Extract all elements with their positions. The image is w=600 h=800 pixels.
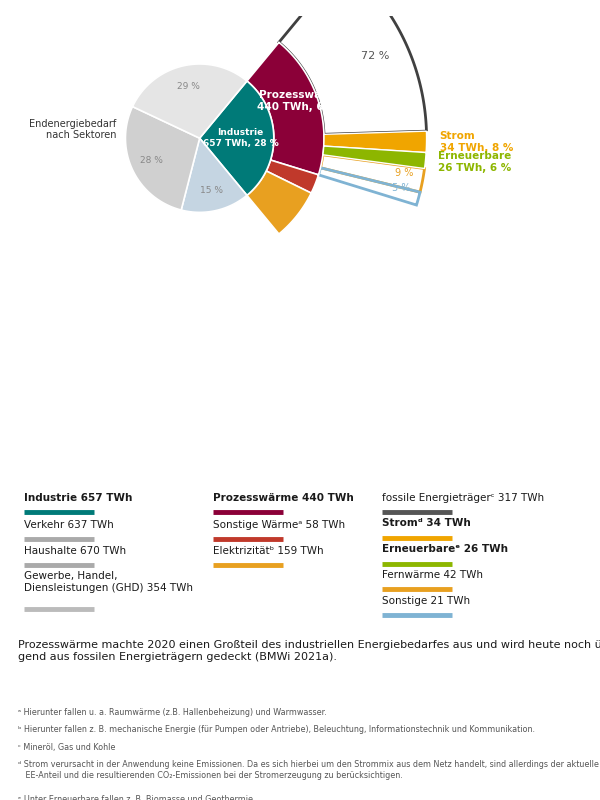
Text: ᵃ Hierunter fallen u. a. Raumwärme (z.B. Hallenbeheizung) und Warmwasser.: ᵃ Hierunter fallen u. a. Raumwärme (z.B.… <box>18 708 327 717</box>
Text: Erneuerbareᵉ 26 TWh: Erneuerbareᵉ 26 TWh <box>382 544 508 554</box>
Text: Sonstige 21 TWh: Sonstige 21 TWh <box>382 596 470 606</box>
Polygon shape <box>125 106 200 210</box>
Text: 9 %: 9 % <box>395 168 414 178</box>
Polygon shape <box>247 42 324 175</box>
Text: Sonstige Wärmeᵃ 58 TWh: Sonstige Wärmeᵃ 58 TWh <box>212 520 345 530</box>
Text: Prozesswärme 440 TWh: Prozesswärme 440 TWh <box>212 493 353 502</box>
Polygon shape <box>323 146 426 169</box>
Text: Verkehr 637 TWh: Verkehr 637 TWh <box>23 520 113 530</box>
Polygon shape <box>266 160 319 193</box>
Text: Gewerbe, Handel,
Diensleistungen (GHD) 354 TWh: Gewerbe, Handel, Diensleistungen (GHD) 3… <box>23 571 193 593</box>
Text: 9 %: 9 % <box>283 170 301 180</box>
Text: 24 %: 24 % <box>265 194 290 205</box>
Text: 29 %: 29 % <box>176 82 199 90</box>
Text: ᵇ Hierunter fallen z. B. mechanische Energie (für Pumpen oder Antriebe), Beleuch: ᵇ Hierunter fallen z. B. mechanische Ene… <box>18 726 535 734</box>
Text: 5 %: 5 % <box>392 182 410 193</box>
Text: fossile Energieträgerᶜ 317 TWh: fossile Energieträgerᶜ 317 TWh <box>382 493 544 502</box>
Text: Elektrizitätᵇ 159 TWh: Elektrizitätᵇ 159 TWh <box>212 546 323 556</box>
Text: Prozesswärme
440 TWh, 67 %: Prozesswärme 440 TWh, 67 % <box>257 90 346 112</box>
Polygon shape <box>200 81 274 195</box>
Text: Industrie 657 TWh: Industrie 657 TWh <box>23 493 132 502</box>
Polygon shape <box>247 171 311 234</box>
Text: Fernwärme 42 TWh: Fernwärme 42 TWh <box>382 570 483 580</box>
Text: Stromᵈ 34 TWh: Stromᵈ 34 TWh <box>382 518 470 529</box>
Polygon shape <box>133 64 247 138</box>
Polygon shape <box>181 138 247 212</box>
Text: 15 %: 15 % <box>200 186 223 195</box>
Text: Strom
34 TWh, 8 %: Strom 34 TWh, 8 % <box>440 131 513 153</box>
Text: Industrie
657 TWh, 28 %: Industrie 657 TWh, 28 % <box>203 129 278 148</box>
Text: 72 %: 72 % <box>361 51 389 62</box>
Text: Erneuerbare
26 TWh, 6 %: Erneuerbare 26 TWh, 6 % <box>439 151 512 173</box>
Text: Endenergiebedarf
nach Sektoren: Endenergiebedarf nach Sektoren <box>29 118 117 140</box>
Text: 28 %: 28 % <box>140 157 163 166</box>
Polygon shape <box>324 131 427 153</box>
Text: Haushalte 670 TWh: Haushalte 670 TWh <box>23 546 126 556</box>
Text: ᶜ Mineröl, Gas und Kohle: ᶜ Mineröl, Gas und Kohle <box>18 743 115 752</box>
Text: ᵉ Unter Erneuerbare fallen z. B. Biomasse und Geothermie.: ᵉ Unter Erneuerbare fallen z. B. Biomass… <box>18 795 256 800</box>
Text: ᵈ Strom verursacht in der Anwendung keine Emissionen. Da es sich hierbei um den : ᵈ Strom verursacht in der Anwendung kein… <box>18 761 599 780</box>
Text: Prozesswärme machte 2020 einen Großteil des industriellen Energiebedarfes aus un: Prozesswärme machte 2020 einen Großteil … <box>18 640 600 662</box>
